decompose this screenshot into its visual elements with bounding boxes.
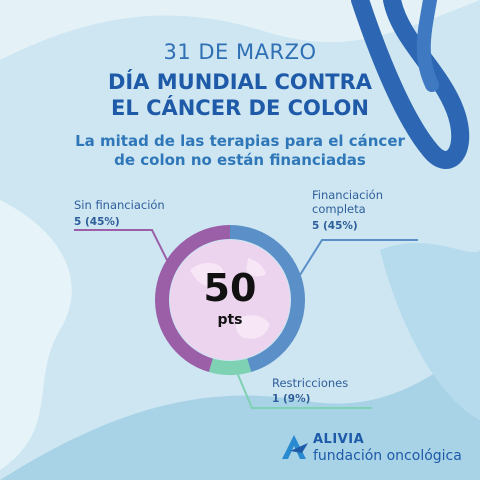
label-sin-financiacion: Sin financiación [74, 198, 165, 212]
date-heading: 31 DE MARZO [163, 40, 317, 64]
bg-wave-bottom [0, 340, 480, 480]
donut-slice-3 [155, 225, 231, 372]
ribbon-tail [416, 0, 439, 92]
bg-wave-left [0, 200, 72, 470]
value-sin-financiacion: 5 (45%) [74, 216, 120, 228]
label-restricciones: Restricciones [272, 376, 349, 390]
globe-decoration [190, 258, 270, 339]
value-restricciones: 1 (9%) [272, 393, 311, 405]
value-financiacion-completa: 5 (45%) [312, 220, 358, 232]
page-title-line1: DÍA MUNDIAL CONTRA [107, 70, 373, 94]
donut-slice-1 [229, 225, 305, 372]
brand-tagline: fundación oncológica [313, 448, 462, 464]
label-financiacion-completa: Financiación completa [312, 188, 384, 216]
donut-chart [155, 225, 305, 375]
brand-name: ALIVIA [313, 432, 365, 447]
donut-slice-2 [208, 358, 252, 375]
page-title-line2: EL CÁNCER DE COLON [111, 96, 369, 120]
alivia-logo-icon [282, 435, 308, 459]
leader-line-sin-financiacion [74, 229, 169, 263]
bg-wave-right [380, 242, 480, 420]
subtitle-line2: de colon no están financiadas [114, 151, 366, 169]
leader-line-restricciones [235, 369, 372, 409]
center-unit: pts [217, 312, 243, 328]
center-value: 50 [203, 266, 257, 310]
leader-line-financiacion-completa [299, 239, 418, 276]
subtitle-line1: La mitad de las terapias para el cáncer [75, 132, 405, 150]
